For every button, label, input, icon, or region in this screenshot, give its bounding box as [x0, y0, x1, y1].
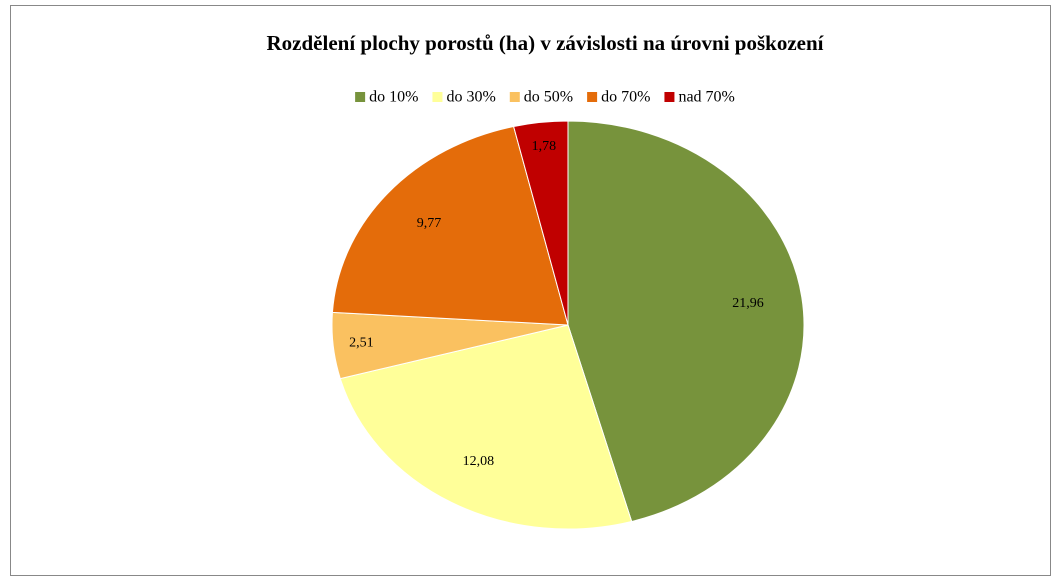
legend-swatch [587, 92, 598, 102]
legend-label: do 10% [369, 89, 418, 106]
data-label: 1,78 [532, 139, 557, 154]
pie-slice [512, 120, 569, 326]
chart-title: Rozdělení plochy porostů (ha) v závislos… [267, 31, 825, 55]
pie-slice [567, 120, 805, 523]
data-label: 2,51 [349, 335, 374, 350]
legend-swatch [432, 92, 443, 102]
legend-swatch [664, 92, 675, 102]
data-label: 21,96 [732, 296, 764, 311]
legend-label: nad 70% [678, 89, 734, 106]
data-label: 12,08 [463, 454, 495, 469]
legend-label: do 50% [524, 89, 573, 106]
pie-slice [339, 324, 633, 530]
legend-swatch [509, 92, 520, 102]
legend-label: do 30% [446, 89, 495, 106]
data-label: 9,77 [417, 216, 442, 231]
pie-slice [331, 125, 569, 326]
legend-swatch [355, 92, 366, 102]
legend: do 10% do 30% do 50% do 70% nad 70% [355, 89, 735, 106]
legend-label: do 70% [601, 89, 650, 106]
